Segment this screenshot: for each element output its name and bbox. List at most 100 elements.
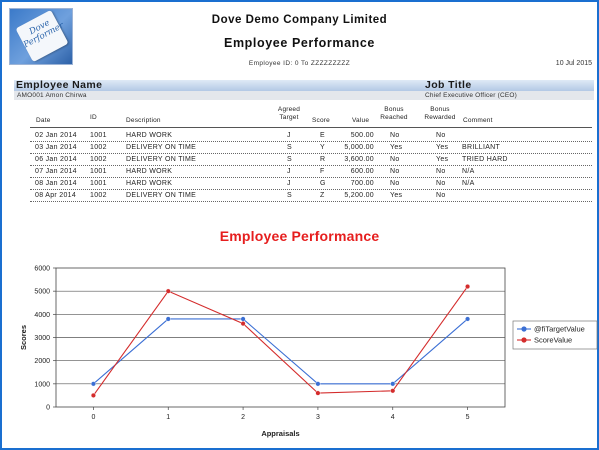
chart-legend: @fiTargetValue ScoreValue (512, 320, 598, 350)
y-tick-label: 2000 (34, 358, 50, 365)
legend-swatch-marker (521, 337, 527, 343)
x-tick-label: 4 (391, 414, 395, 421)
cell-bonus-reached: No (390, 132, 400, 139)
y-tick-label: 3000 (34, 335, 50, 342)
cell-bonus-reached: No (390, 156, 400, 163)
cell-bonus-rewarded: Yes (436, 144, 449, 151)
col-header-value: Value (352, 117, 370, 124)
data-point (315, 381, 321, 387)
table-row: 02 Jan 2014 1001 HARD WORK J E 500.00 No No (30, 129, 592, 142)
cell-description: HARD WORK (126, 180, 173, 187)
cell-id: 1001 (90, 168, 107, 175)
cell-id: 1002 (90, 156, 107, 163)
cell-bonus-rewarded: No (436, 180, 446, 187)
data-point (465, 316, 471, 322)
table-row: 07 Jan 2014 1001 HARD WORK J F 600.00 No No N/A (30, 165, 592, 178)
cell-score: Z (320, 192, 325, 199)
cell-date: 03 Jan 2014 (35, 144, 77, 151)
y-tick-label: 6000 (34, 266, 50, 273)
chart-axes: 0 1000 2000 3000 4000 5000 6000 0 1 2 3 4 5 Appraisal… (19, 266, 470, 439)
cell-comment: BRILLIANT (462, 144, 501, 151)
cell-id: 1002 (90, 192, 107, 199)
x-tick-label: 3 (316, 414, 320, 421)
cell-value: 5,000.00 (344, 144, 374, 151)
table-row: 08 Jan 2014 1001 HARD WORK J G 700.00 No No N/A (30, 177, 592, 190)
data-point (240, 316, 246, 322)
job-title-label: Job Title (425, 79, 472, 91)
col-header-date: Date (36, 117, 51, 124)
cell-date: 02 Jan 2014 (35, 132, 77, 139)
legend-box (512, 320, 598, 350)
cell-target: S (287, 144, 292, 151)
cell-score: R (320, 156, 326, 163)
company-name: Dove Demo Company Limited (211, 14, 388, 26)
cell-score: E (320, 132, 325, 139)
data-point (315, 390, 321, 396)
cell-bonus-rewarded: No (436, 192, 446, 199)
employee-header-band (14, 80, 594, 91)
cell-target: J (287, 168, 291, 175)
data-point (465, 284, 471, 290)
col-header-bonus-rewarded-line1: Bonus (430, 106, 450, 113)
table-header-rule (30, 127, 592, 128)
cell-target: J (287, 180, 291, 187)
table-row: 06 Jan 2014 1002 DELIVERY ON TIME S R 3,600.0… (30, 153, 592, 166)
cell-bonus-rewarded: No (436, 168, 446, 175)
employee-name: AMO001 Amon Chirwa (17, 92, 87, 99)
cell-id: 1002 (90, 144, 107, 151)
employee-id-range: Employee ID: 0 To ZZZZZZZZZ (248, 60, 351, 67)
cell-bonus-reached: Yes (390, 192, 403, 199)
cell-date: 07 Jan 2014 (35, 168, 77, 175)
col-header-agreed-line1: Agreed (277, 106, 301, 113)
data-point (90, 392, 96, 398)
y-tick-label: 4000 (34, 312, 50, 319)
chart-series (90, 284, 471, 398)
x-tick-label: 5 (466, 414, 470, 421)
cell-description: DELIVERY ON TIME (126, 192, 197, 199)
cell-target: S (287, 156, 292, 163)
employee-name-label: Employee Name (16, 79, 103, 91)
print-date: 10 Jul 2015 (555, 60, 592, 67)
col-header-agreed: Agreed Target (272, 106, 306, 122)
report-title: Employee Performance (224, 36, 375, 50)
cell-bonus-rewarded: Yes (436, 156, 449, 163)
cell-score: Y (320, 144, 325, 151)
x-tick-label: 0 (91, 414, 95, 421)
col-header-id: ID (90, 114, 97, 121)
cell-id: 1001 (90, 132, 107, 139)
cell-date: 08 Jan 2014 (35, 180, 77, 187)
col-header-bonus-reached: Bonus Reached (375, 106, 413, 122)
company-logo: Dove Performer (9, 8, 73, 65)
cell-value: 5,200.00 (344, 192, 374, 199)
cell-description: HARD WORK (126, 168, 173, 175)
employee-job-title: Chief Executive Officer (CEO) (425, 92, 518, 99)
cell-bonus-rewarded: No (436, 132, 446, 139)
col-header-bonus-rewarded: Bonus Rewarded (419, 106, 461, 122)
chart-gridlines (55, 267, 506, 408)
cell-value: 500.00 (350, 132, 374, 139)
y-tick-label: 1000 (34, 381, 50, 388)
cell-description: DELIVERY ON TIME (126, 156, 197, 163)
table-row: 08 Apr 2014 1002 DELIVERY ON TIME S Z 5,200.0… (30, 189, 592, 202)
cell-description: DELIVERY ON TIME (126, 144, 197, 151)
data-point (240, 321, 246, 327)
cell-id: 1001 (90, 180, 107, 187)
cell-description: HARD WORK (126, 132, 173, 139)
col-header-agreed-line2: Target (279, 114, 299, 121)
col-header-description: Description (126, 117, 161, 124)
data-point (165, 316, 171, 322)
cell-comment: TRIED HARD (462, 156, 508, 163)
col-header-score: Score (312, 117, 330, 124)
x-tick-label: 1 (166, 414, 170, 421)
cell-comment: N/A (462, 168, 475, 175)
cell-value: 600.00 (350, 168, 374, 175)
x-tick-label: 2 (241, 414, 245, 421)
series-line-1 (92, 286, 469, 396)
cell-comment: N/A (462, 180, 475, 187)
employee-info-band (14, 91, 594, 100)
cell-target: S (287, 192, 292, 199)
cell-value: 700.00 (350, 180, 374, 187)
y-tick-label: 0 (46, 405, 50, 412)
cell-bonus-reached: Yes (390, 144, 403, 151)
